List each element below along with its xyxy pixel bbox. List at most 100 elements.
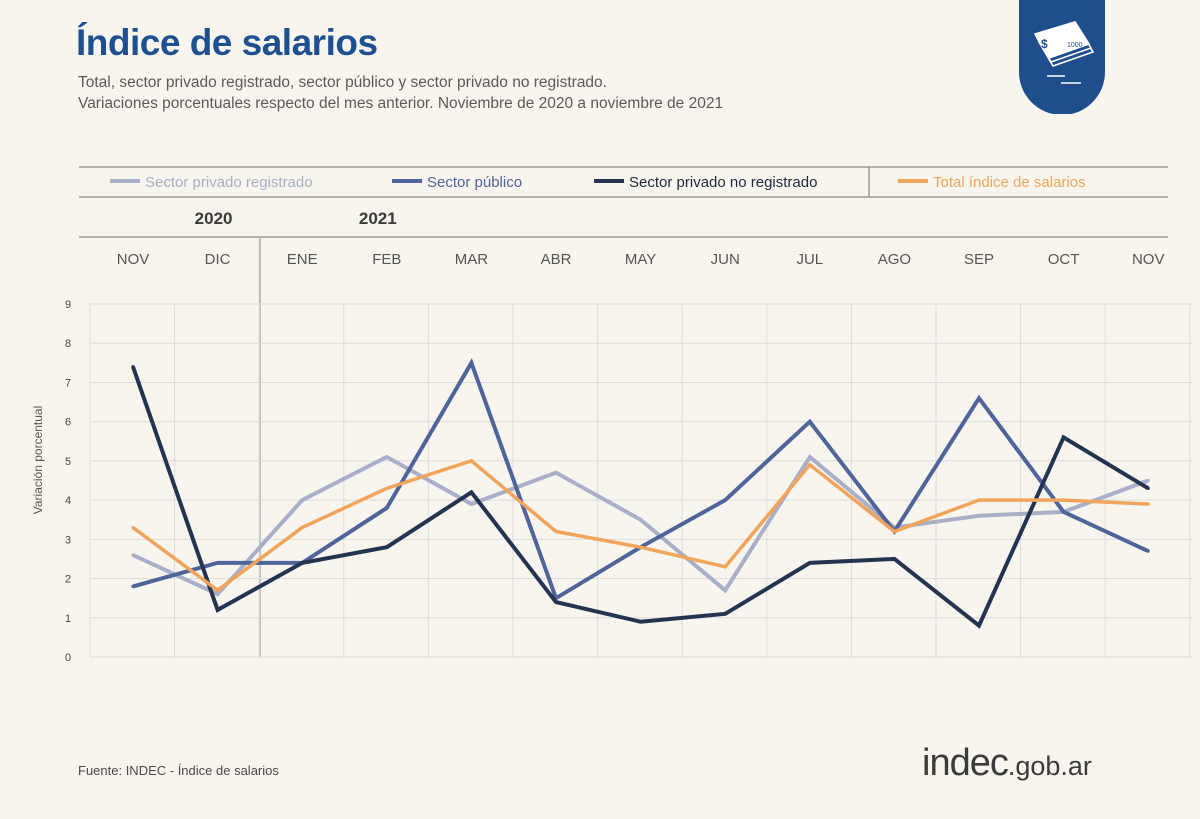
year-labels: 2020 2021	[79, 209, 1168, 657]
data-point	[892, 557, 897, 561]
data-point	[131, 525, 135, 530]
x-tick-label: ENE	[287, 251, 318, 268]
series-2	[131, 358, 1150, 602]
data-point	[1062, 498, 1066, 502]
data-point	[469, 502, 473, 506]
y-tick-label: 2	[65, 574, 71, 586]
subtitle: Total, sector privado registrado, sector…	[78, 72, 723, 114]
indec-logo[interactable]: indec.gob.ar	[922, 742, 1092, 785]
data-point	[977, 396, 981, 400]
data-point	[723, 565, 727, 569]
data-point	[131, 365, 135, 369]
y-tick-label: 8	[65, 338, 71, 350]
legend-label: Sector privado registrado	[145, 174, 313, 191]
chart-legend: Sector privado registrado Sector público S…	[79, 166, 1168, 198]
x-tick-label: MAY	[625, 251, 656, 268]
data-point	[554, 529, 558, 534]
data-point	[216, 561, 220, 565]
data-point	[808, 420, 812, 424]
series-4	[131, 458, 1150, 593]
data-point	[977, 624, 981, 628]
year-label-2020: 2020	[195, 209, 233, 228]
x-tick-label: JUN	[711, 251, 740, 268]
data-point	[639, 620, 643, 624]
data-point	[892, 529, 897, 534]
series-3	[131, 365, 1150, 629]
series-line	[131, 366, 1150, 629]
data-point	[723, 588, 727, 592]
data-point	[1062, 510, 1066, 514]
data-point	[808, 455, 812, 459]
x-tick-label: DIC	[205, 251, 231, 268]
x-tick-label: FEB	[372, 251, 401, 268]
y-tick-label: 5	[65, 456, 71, 468]
data-point	[216, 588, 220, 592]
y-axis-label: Variación porcentual	[31, 406, 45, 515]
data-point	[1062, 435, 1066, 439]
y-tick-label: 6	[65, 417, 71, 429]
logo-main: indec	[922, 742, 1009, 784]
series-line	[132, 358, 1150, 602]
y-axis: 0 1 2 3 4 5 6 7 8 9 Variación porcentual	[31, 299, 71, 664]
legend-item-3[interactable]: Sector privado no registrado	[594, 174, 817, 191]
x-tick-label: OCT	[1048, 251, 1080, 268]
year-label-2021: 2021	[359, 209, 397, 228]
legend-label: Sector privado no registrado	[629, 174, 817, 191]
chart-series	[131, 358, 1150, 629]
legend-item-1[interactable]: Sector privado registrado	[110, 174, 313, 191]
data-point	[1146, 486, 1150, 490]
legend-item-2[interactable]: Sector público	[392, 174, 522, 191]
y-tick-label: 1	[65, 613, 71, 625]
data-point	[300, 498, 304, 502]
page-title: Índice de salarios	[76, 22, 378, 63]
data-point	[385, 545, 389, 549]
y-tick-label: 7	[65, 377, 71, 389]
y-tick-label: 9	[65, 299, 71, 311]
data-point	[554, 471, 558, 475]
data-point	[216, 592, 220, 596]
month-labels: NOV DIC ENE FEB MAR ABR MAY JUN JUL AGO SEP OCT NOV	[117, 251, 1165, 268]
x-tick-label: AGO	[878, 251, 911, 268]
data-point	[1146, 502, 1150, 506]
data-point	[469, 459, 473, 463]
data-point	[216, 608, 220, 612]
data-point	[385, 506, 389, 510]
subtitle-line-2: Variaciones porcentuales respecto del me…	[78, 95, 724, 112]
y-tick-label: 0	[65, 652, 71, 664]
data-point	[469, 490, 473, 494]
data-point	[1146, 549, 1150, 553]
data-point	[808, 561, 812, 565]
x-tick-label: ABR	[541, 251, 572, 268]
data-point	[977, 514, 981, 518]
data-point	[554, 600, 558, 604]
legend-label: Total índice de salarios	[933, 174, 1086, 191]
logo-tld: .gob.ar	[1007, 751, 1092, 781]
data-point	[723, 498, 727, 502]
y-tick-label: 4	[65, 495, 71, 507]
banknote-text: 1000	[1067, 42, 1083, 49]
data-point	[639, 545, 643, 549]
subtitle-line-1: Total, sector privado registrado, sector…	[78, 74, 607, 91]
legend-item-4[interactable]: Total índice de salarios	[898, 174, 1086, 191]
x-tick-label: NOV	[1132, 251, 1165, 268]
data-point	[300, 525, 304, 530]
data-point	[469, 361, 473, 365]
source-note: Fuente: INDEC - Índice de salarios	[78, 763, 279, 778]
banknote-stack	[1033, 21, 1095, 84]
data-point	[723, 612, 727, 616]
x-tick-label: SEP	[964, 251, 994, 268]
legend-label: Sector público	[427, 174, 522, 191]
data-point	[808, 463, 812, 467]
x-tick-label: MAR	[455, 251, 489, 268]
chart-grid	[89, 303, 1192, 658]
data-point	[300, 561, 304, 565]
data-point	[385, 486, 389, 490]
x-tick-label: NOV	[117, 251, 150, 268]
x-tick-label: JUL	[796, 251, 823, 268]
line-chart: Sector privado registrado Sector público S…	[31, 166, 1192, 664]
dollar-sign-icon: $	[1041, 37, 1048, 51]
data-point	[385, 455, 389, 459]
data-point	[131, 584, 135, 589]
data-point	[131, 553, 135, 557]
y-tick-label: 3	[65, 534, 71, 546]
